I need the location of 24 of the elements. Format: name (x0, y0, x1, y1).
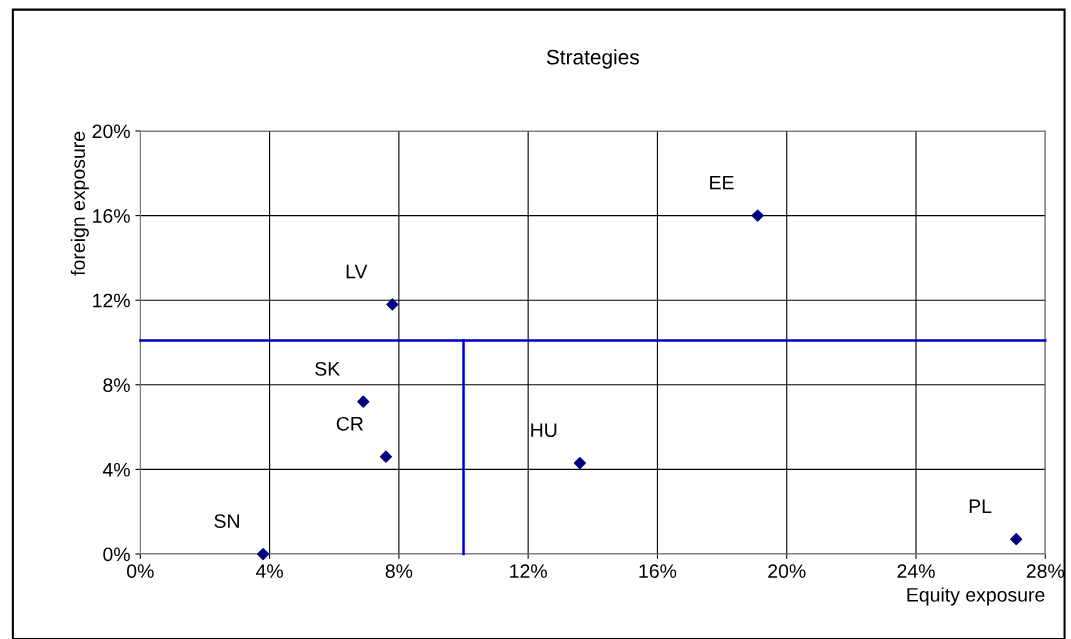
chart-title: Strategies (546, 49, 639, 69)
x-tick-label: 12% (510, 564, 547, 578)
y-tick-label: 4% (102, 462, 130, 477)
y-axis-title: foreign exposure (70, 131, 89, 276)
x-axis-title: Equity exposure (907, 587, 1045, 606)
annotation: SK (315, 361, 340, 376)
x-tick-label: 0% (127, 564, 154, 579)
y-tick-label: 16% (93, 209, 130, 223)
annotation: HU (531, 423, 557, 437)
y-tick-label: 8% (103, 378, 130, 393)
x-tick-label: 20% (768, 564, 806, 579)
x-tick-label: 16% (639, 564, 677, 579)
x-tick-label: 8% (385, 564, 413, 579)
annotation: CR (336, 416, 363, 431)
annotation: PL (969, 499, 992, 513)
annotation: EE (710, 175, 734, 190)
x-tick-label: 24% (897, 564, 935, 578)
annotation: SN (214, 514, 239, 528)
x-tick-label: 4% (255, 564, 283, 578)
y-tick-label: 20% (92, 124, 130, 139)
annotation: LV (346, 264, 368, 279)
y-tick-label: 12% (93, 293, 130, 308)
x-tick-label: 28% (1026, 564, 1065, 579)
y-tick-label: 0% (103, 547, 130, 562)
